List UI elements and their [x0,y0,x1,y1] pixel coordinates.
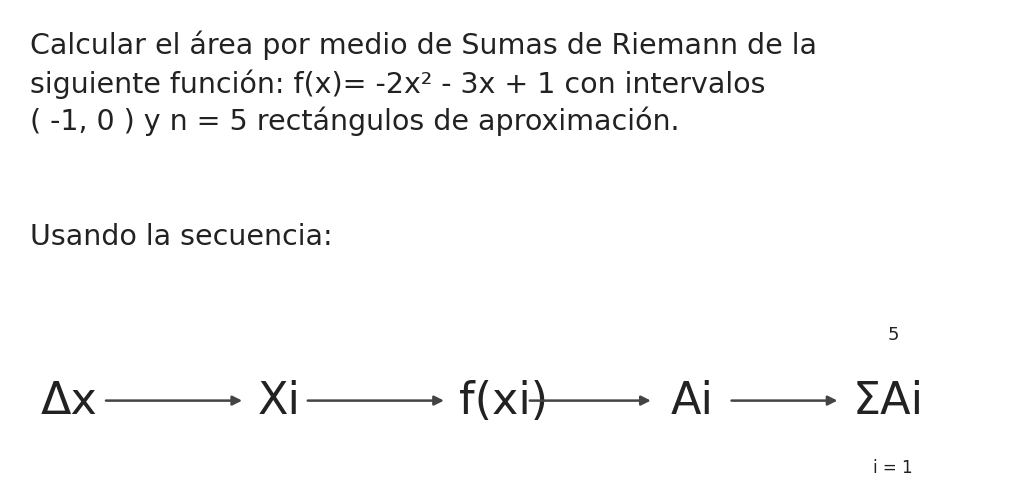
Text: f(xi): f(xi) [459,379,548,422]
Text: Ai: Ai [671,379,713,422]
Text: siguiente función: f(x)= -2x² - 3x + 1 con intervalos: siguiente función: f(x)= -2x² - 3x + 1 c… [30,69,766,99]
Text: ΣAi: ΣAi [853,379,923,422]
Text: i = 1: i = 1 [873,458,913,476]
Text: Calcular el área por medio de Sumas de Riemann de la: Calcular el área por medio de Sumas de R… [30,30,817,60]
Text: ( -1, 0 ) y n = 5 rectángulos de aproximación.: ( -1, 0 ) y n = 5 rectángulos de aproxim… [30,106,680,136]
Text: Δx: Δx [40,379,97,422]
Text: Usando la secuencia:: Usando la secuencia: [30,223,333,251]
Text: Xi: Xi [257,379,300,422]
Text: 5: 5 [887,325,899,343]
